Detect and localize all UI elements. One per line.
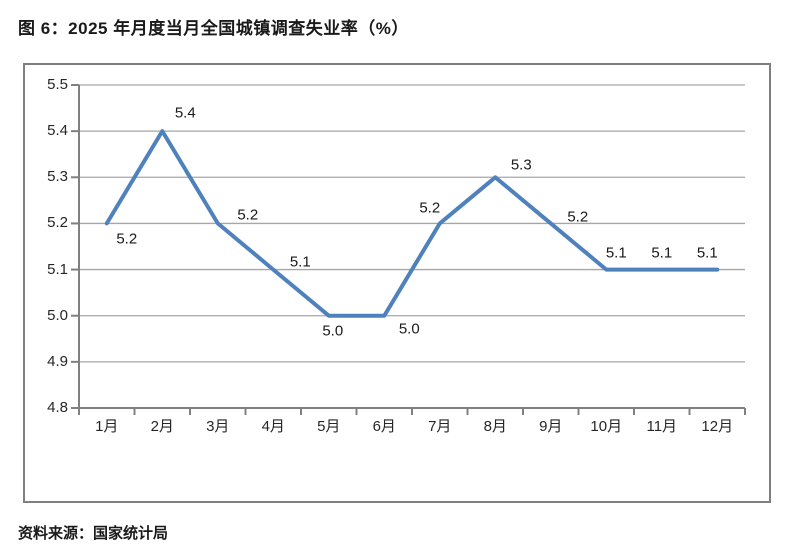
y-tick-label: 5.1	[47, 261, 68, 278]
y-tick-label: 5.2	[47, 214, 68, 231]
data-label: 5.1	[605, 244, 627, 262]
data-label: 5.2	[419, 199, 441, 217]
data-label: 5.2	[116, 230, 138, 248]
x-tick-label: 2月	[150, 418, 174, 435]
x-tick-label: 5月	[317, 418, 341, 435]
unemployment-rate-chart: 4.8 4.9 5.0 5.1 5.2 5.3 5.4 5.5 1月 2月 3月 4月 5月 6月 7月 8月…	[23, 63, 771, 503]
data-label: 5.1	[289, 253, 311, 271]
data-label: 5.0	[322, 322, 344, 340]
figure-source: 资料来源：国家统计局	[18, 525, 169, 542]
data-label: 5.3	[510, 156, 532, 174]
x-tick-label: 11月	[646, 418, 678, 435]
chart-canvas	[71, 84, 746, 415]
x-tick-label: 8月	[483, 418, 507, 435]
x-tick-label: 6月	[372, 418, 396, 435]
data-label: 5.2	[237, 206, 259, 224]
data-label: 5.1	[651, 244, 673, 262]
y-tick-label: 5.0	[47, 307, 68, 324]
x-tick-label: 3月	[206, 418, 230, 435]
x-tick-label: 10月	[590, 418, 623, 435]
unemployment-rate-line	[104, 129, 720, 318]
data-label: 5.0	[398, 320, 420, 338]
y-tick-label: 4.8	[47, 399, 68, 416]
x-tick-label: 9月	[539, 418, 563, 435]
x-tick-label: 7月	[428, 418, 452, 435]
x-tick-label: 12月	[701, 418, 734, 435]
data-label: 5.4	[174, 104, 196, 122]
y-tick-label: 5.4	[47, 122, 68, 139]
data-label: 5.1	[696, 244, 718, 262]
figure-title: 图 6：2025 年月度当月全国城镇调查失业率（%）	[18, 19, 409, 38]
data-label: 5.2	[567, 208, 589, 226]
x-tick-label: 4月	[261, 418, 285, 435]
y-tick-label: 5.5	[47, 76, 68, 93]
y-tick-label: 5.3	[47, 168, 68, 185]
y-tick-label: 4.9	[47, 353, 68, 370]
x-tick-label: 1月	[95, 418, 119, 435]
